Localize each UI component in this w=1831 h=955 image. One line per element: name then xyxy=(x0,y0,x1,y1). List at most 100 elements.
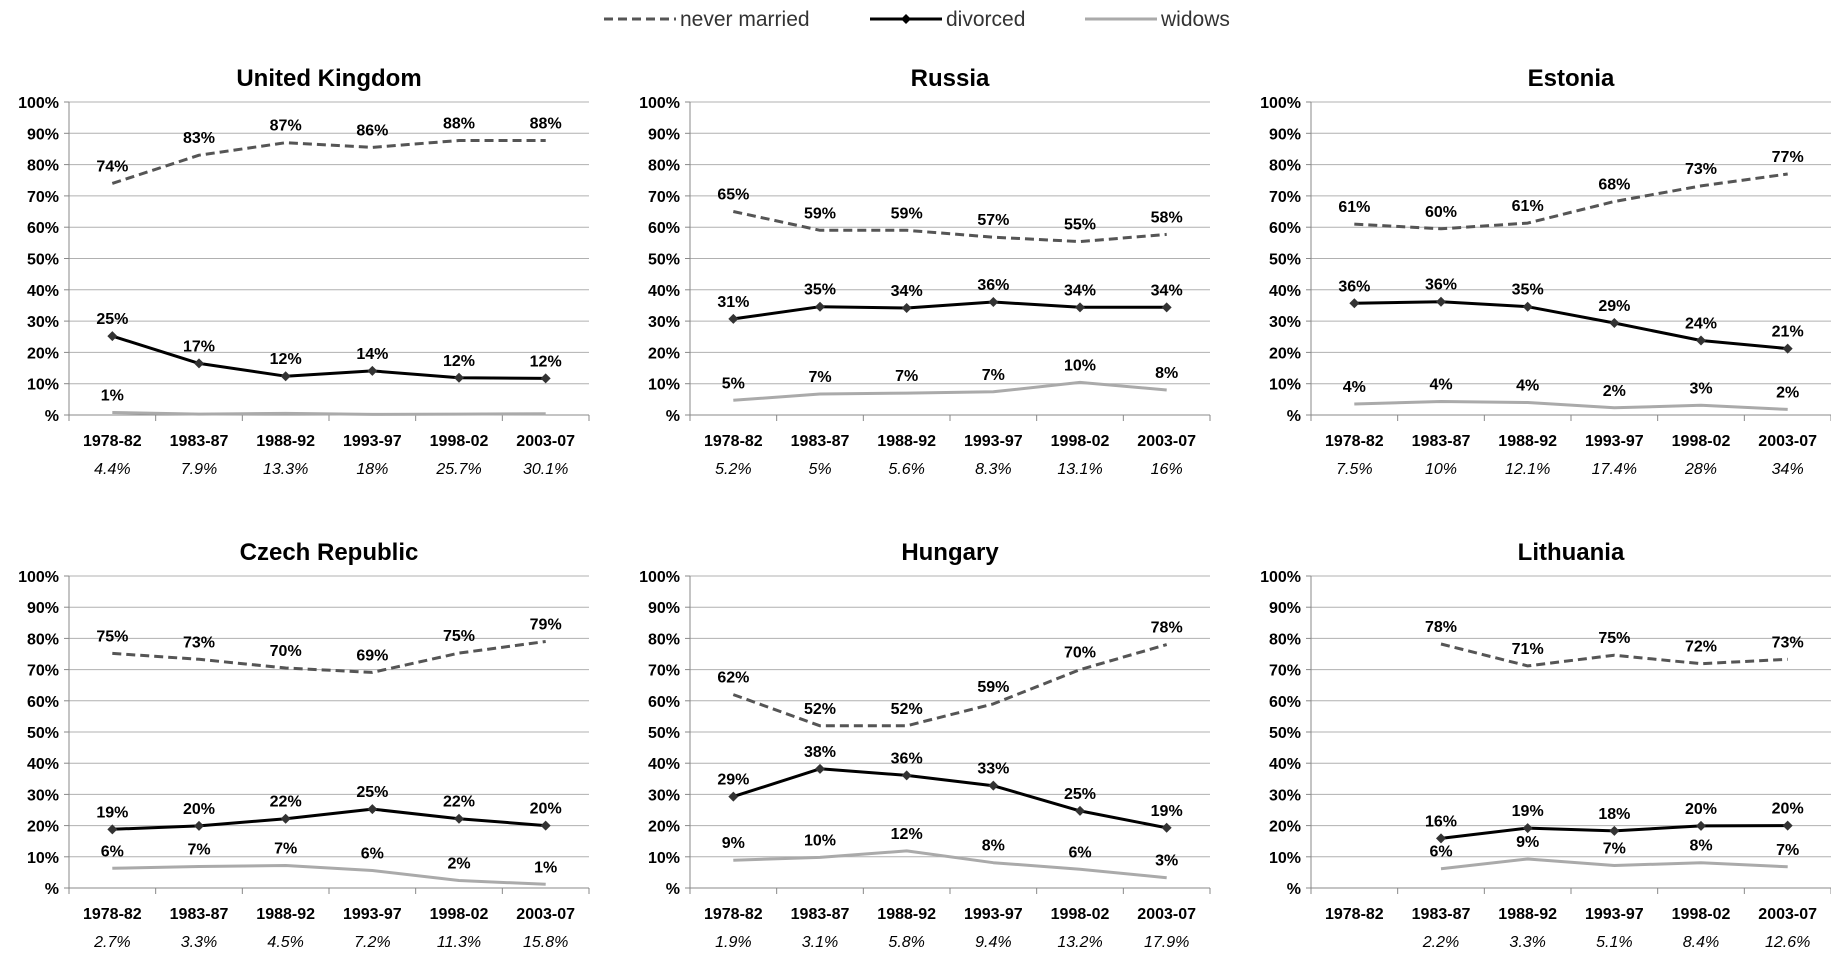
y-tick-label: 40% xyxy=(1269,756,1301,773)
data-point xyxy=(1522,301,1533,312)
x-tick-label: 2003-07 xyxy=(1137,433,1196,450)
data-label: 33% xyxy=(977,761,1009,778)
y-tick-label: 90% xyxy=(648,126,680,143)
data-label: 7% xyxy=(808,369,831,386)
x-tick-label: 1978-82 xyxy=(83,906,142,923)
data-point xyxy=(728,313,739,324)
data-point xyxy=(1161,822,1172,833)
data-label: 19% xyxy=(1151,803,1183,820)
x-sublabel: 12.6% xyxy=(1765,934,1810,951)
x-tick-label: 1978-82 xyxy=(704,906,763,923)
data-label: 75% xyxy=(1598,630,1630,647)
y-tick-label: 40% xyxy=(27,756,59,773)
x-sublabel: 7.9% xyxy=(181,461,217,478)
x-sublabel: 13.3% xyxy=(263,461,308,478)
y-tick-label: 100% xyxy=(1260,95,1301,112)
data-label: 71% xyxy=(1512,641,1544,658)
y-tick-label: 50% xyxy=(648,725,680,742)
y-tick-label: 60% xyxy=(648,220,680,237)
y-tick-label: 50% xyxy=(27,252,59,269)
x-sublabel: 17.4% xyxy=(1592,461,1637,478)
data-label: 60% xyxy=(1425,204,1457,221)
data-point xyxy=(454,813,464,824)
data-point xyxy=(1609,317,1620,328)
y-tick-label: 60% xyxy=(27,220,59,237)
y-tick-label: 80% xyxy=(1269,631,1301,648)
x-sublabel: 18% xyxy=(356,461,388,478)
chart-title: Estonia xyxy=(1528,65,1615,92)
y-tick-label: 70% xyxy=(1269,189,1301,206)
data-label: 1% xyxy=(101,387,124,404)
x-tick-label: 1983-87 xyxy=(1412,906,1471,923)
data-label: 10% xyxy=(1064,357,1096,374)
x-sublabel: 16% xyxy=(1151,461,1183,478)
data-label: 59% xyxy=(804,205,836,222)
data-label: 3% xyxy=(1155,853,1178,870)
y-tick-label: % xyxy=(666,408,680,425)
x-sublabel: 5.1% xyxy=(1596,934,1632,951)
x-tick-label: 1978-82 xyxy=(704,433,763,450)
x-tick-label: 2003-07 xyxy=(1758,906,1817,923)
x-tick-label: 2003-07 xyxy=(516,906,575,923)
x-sublabel: 15.8% xyxy=(523,934,568,951)
data-point xyxy=(988,780,999,791)
y-tick-label: 60% xyxy=(1269,220,1301,237)
data-label: 7% xyxy=(895,368,918,385)
data-label: 6% xyxy=(101,843,124,860)
data-point xyxy=(815,301,825,312)
data-point xyxy=(1782,343,1793,354)
data-label: 77% xyxy=(1772,149,1804,166)
x-tick-label: 1993-97 xyxy=(1585,433,1644,450)
data-label: 9% xyxy=(722,835,745,852)
series-line xyxy=(112,640,546,674)
chart-title: United Kingdom xyxy=(236,65,421,92)
x-sublabel: 30.1% xyxy=(523,461,568,478)
data-label: 65% xyxy=(717,187,749,204)
data-label: 78% xyxy=(1425,619,1457,636)
data-label: 21% xyxy=(1772,324,1804,341)
data-label: 4% xyxy=(1516,377,1539,394)
data-label: 59% xyxy=(977,679,1009,696)
y-tick-label: 20% xyxy=(648,819,680,836)
data-label: 25% xyxy=(356,784,388,801)
data-point xyxy=(540,373,551,384)
legend-entry: never married xyxy=(604,8,810,31)
legend-label: never married xyxy=(680,8,810,31)
x-tick-label: 1993-97 xyxy=(1585,906,1644,923)
y-tick-label: 30% xyxy=(27,314,59,331)
data-label: 4% xyxy=(1429,377,1452,394)
chart-panel: Lithuania% 10% 20% 30% 40% 50% 60% 70% 80% 90% 100… xyxy=(1260,539,1831,951)
y-tick-label: % xyxy=(666,881,680,898)
y-tick-label: 100% xyxy=(639,95,680,112)
y-tick-label: 80% xyxy=(1269,158,1301,175)
legend-entry: widows xyxy=(1085,8,1230,31)
x-sublabel: 5.8% xyxy=(888,934,924,951)
data-label: 9% xyxy=(1516,834,1539,851)
data-point xyxy=(1349,298,1360,309)
data-label: 12% xyxy=(891,826,923,843)
data-label: 36% xyxy=(1338,278,1370,295)
data-label: 8% xyxy=(1689,838,1712,855)
y-tick-label: 50% xyxy=(1269,252,1301,269)
y-tick-label: 80% xyxy=(648,158,680,175)
data-label: 61% xyxy=(1338,199,1370,216)
x-tick-label: 2003-07 xyxy=(1137,906,1196,923)
data-point xyxy=(728,791,739,802)
data-label: 61% xyxy=(1512,198,1544,215)
series-line xyxy=(733,300,1167,321)
y-tick-label: 10% xyxy=(27,377,59,394)
data-label: 73% xyxy=(183,634,215,651)
data-label: 58% xyxy=(1151,209,1183,226)
x-sublabel: 2.2% xyxy=(1422,934,1459,951)
series-line xyxy=(732,643,1168,728)
data-point xyxy=(280,813,291,824)
data-point xyxy=(1075,302,1085,313)
y-tick-label: 30% xyxy=(1269,787,1301,804)
y-tick-label: 90% xyxy=(648,600,680,617)
data-label: 70% xyxy=(1064,645,1096,662)
data-label: 78% xyxy=(1151,620,1183,637)
x-sublabel: 13.2% xyxy=(1057,934,1102,951)
y-tick-label: 50% xyxy=(27,725,59,742)
data-label: 29% xyxy=(717,772,749,789)
x-tick-label: 1998-02 xyxy=(430,433,489,450)
